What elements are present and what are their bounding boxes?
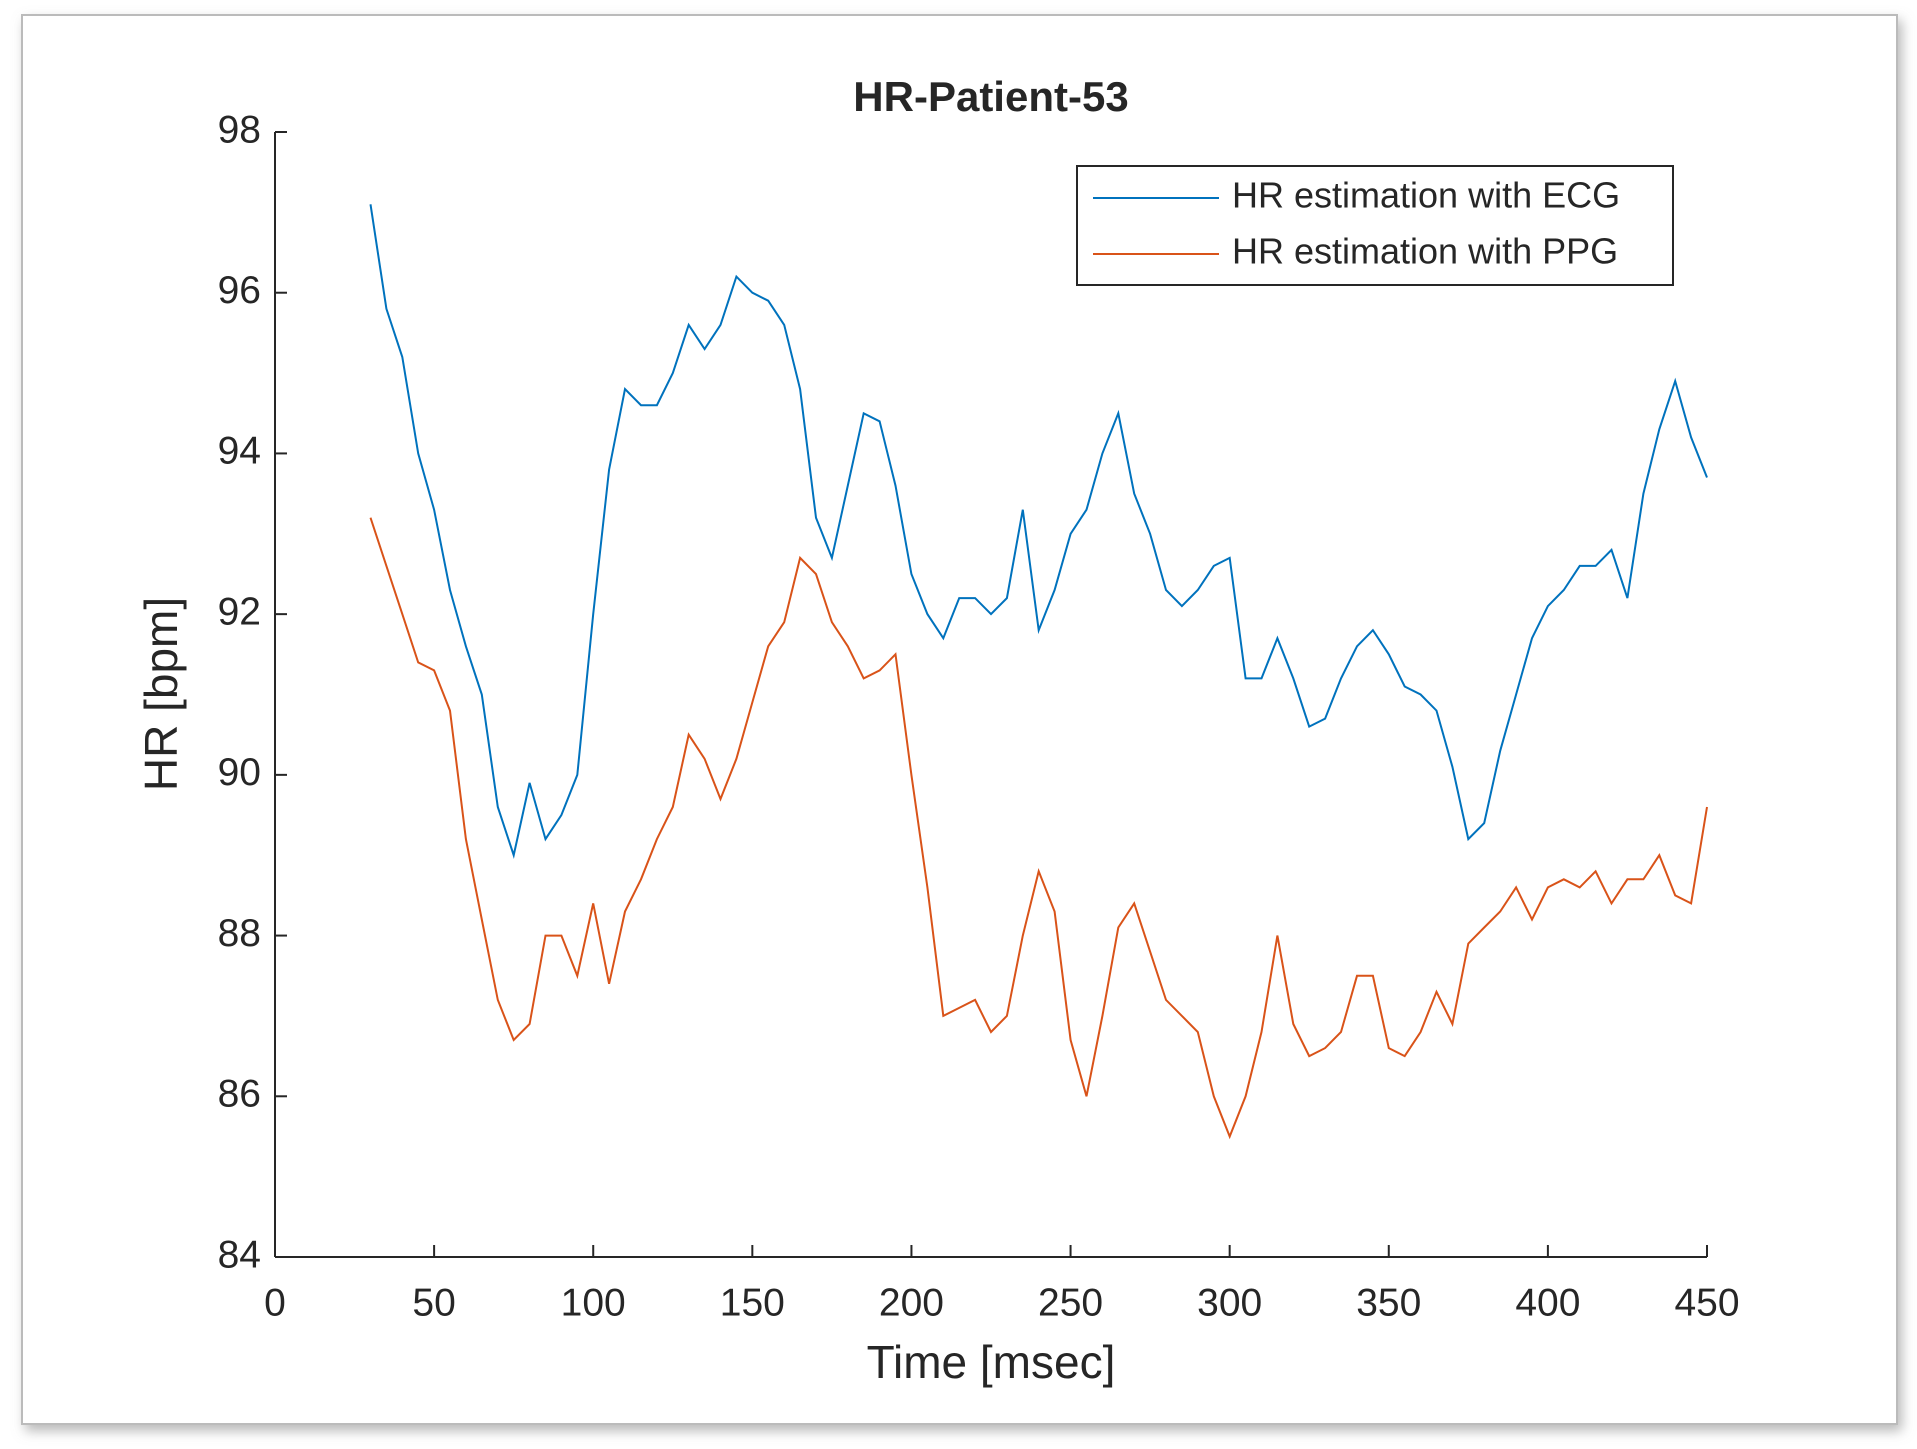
x-tick-label: 300 [1197, 1281, 1262, 1324]
y-axis-label: HR [bpm] [135, 597, 187, 791]
x-tick-label: 100 [561, 1281, 626, 1324]
x-tick-label: 150 [720, 1281, 785, 1324]
x-tick-label: 250 [1038, 1281, 1103, 1324]
y-tick-label: 92 [218, 590, 261, 633]
y-tick-label: 98 [218, 108, 261, 151]
y-tick-label: 88 [218, 912, 261, 955]
x-tick-label: 0 [264, 1281, 286, 1324]
y-tick-label: 86 [218, 1073, 261, 1116]
x-tick-label: 200 [879, 1281, 944, 1324]
x-tick-label: 450 [1674, 1281, 1739, 1324]
data-line [369, 517, 1708, 1140]
legend-box [1076, 165, 1674, 286]
y-tick-label: 84 [218, 1233, 261, 1276]
legend-label: HR estimation with PPG [1232, 231, 1618, 272]
chart-title: HR-Patient-53 [853, 73, 1128, 120]
x-axis-label: Time [msec] [867, 1336, 1116, 1388]
data-line [369, 204, 1708, 859]
x-tick-label: 50 [412, 1281, 455, 1324]
y-tick-label: 90 [218, 751, 261, 794]
y-tick-label: 94 [218, 430, 261, 473]
legend-label: HR estimation with ECG [1232, 175, 1620, 216]
y-tick-label: 96 [218, 269, 261, 312]
x-tick-label: 350 [1356, 1281, 1421, 1324]
x-tick-label: 400 [1515, 1281, 1580, 1324]
